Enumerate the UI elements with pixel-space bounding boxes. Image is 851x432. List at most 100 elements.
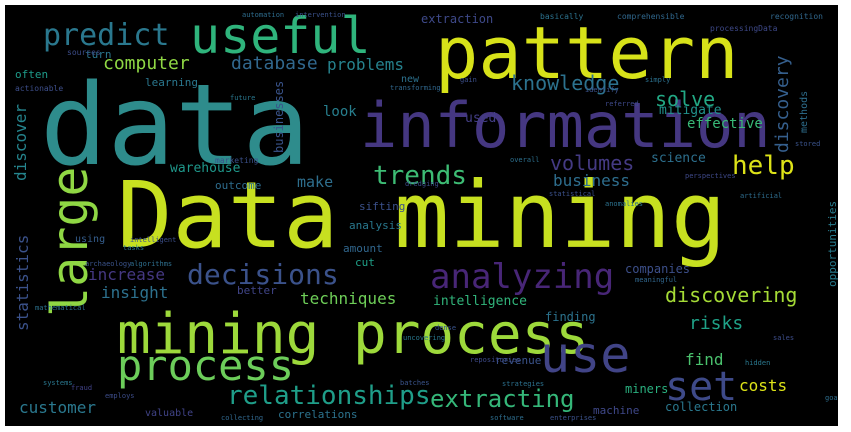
word: strategies: [502, 380, 545, 388]
word: referred: [605, 100, 639, 108]
word: finding: [545, 310, 596, 324]
word: basically: [540, 12, 584, 21]
word: methods: [799, 90, 810, 133]
word: database: [231, 53, 318, 74]
word: revenue: [495, 354, 542, 367]
word: mathematical: [35, 304, 86, 312]
word: extraction: [421, 12, 494, 26]
word: dredging: [405, 180, 439, 188]
word: systems: [43, 379, 73, 387]
word: enterprises: [550, 414, 597, 422]
word: increase: [88, 265, 166, 284]
word: intervention: [295, 11, 346, 19]
word: collecting: [221, 414, 264, 422]
word: pattern: [435, 11, 739, 95]
word: collection: [665, 400, 738, 414]
word: volumes: [550, 151, 635, 175]
word: effective: [687, 116, 763, 132]
word: hidden: [745, 359, 771, 367]
word: turn: [85, 48, 112, 61]
word: meaningful: [635, 276, 678, 284]
word: mining process: [117, 302, 590, 367]
word: often: [15, 68, 49, 81]
word: make: [297, 173, 334, 191]
word: better: [237, 284, 277, 297]
word: archaeology: [85, 260, 132, 268]
word: comprehensible: [617, 12, 685, 21]
word: recognition: [770, 12, 823, 21]
word: perspectives: [685, 172, 736, 180]
word: look: [323, 104, 357, 120]
word: actionable: [15, 84, 64, 93]
word: algorithms: [130, 260, 173, 268]
word: used: [465, 111, 497, 126]
word: learning: [145, 76, 198, 89]
word: science: [651, 151, 706, 166]
word: problems: [327, 55, 405, 74]
word: identify: [585, 86, 619, 94]
word: data: [40, 61, 310, 191]
word: discover: [11, 103, 30, 181]
word: overall: [510, 156, 540, 164]
word: extracting: [430, 385, 575, 413]
word: statistics: [13, 234, 32, 331]
word-cloud: data Data mining pattern information min…: [5, 5, 838, 426]
word: businesses: [272, 80, 286, 153]
word: find: [685, 350, 724, 369]
word: predict: [43, 18, 170, 53]
word: future: [230, 94, 256, 102]
word: anomalies: [605, 200, 643, 208]
word: marketing: [215, 156, 259, 165]
word: techniques: [300, 289, 397, 308]
word: solve: [655, 87, 716, 111]
word: useful: [190, 7, 371, 65]
word: relationships: [227, 381, 431, 411]
word: using: [75, 234, 106, 245]
word: cut: [355, 256, 375, 269]
word: computer: [103, 53, 190, 74]
word: companies: [625, 262, 691, 276]
word: new: [401, 74, 420, 85]
word: insight: [101, 283, 169, 302]
word: analysis: [349, 219, 402, 232]
word: sales: [773, 334, 795, 342]
word: gain: [460, 76, 477, 84]
word: goal: [825, 394, 838, 402]
word: miners: [625, 382, 669, 396]
word: business: [553, 171, 631, 190]
word: uncovering: [403, 334, 446, 342]
word: valuable: [145, 408, 194, 419]
word: automation: [242, 11, 285, 19]
word: sources: [67, 48, 101, 57]
word: batches: [400, 379, 430, 387]
word: set: [665, 364, 738, 410]
word: repositories: [470, 356, 521, 364]
word: outcome: [215, 179, 262, 192]
word: amount: [343, 242, 383, 255]
word: simply: [645, 76, 671, 84]
word: risks: [689, 313, 744, 334]
word: software: [490, 414, 524, 422]
word: analyzing: [430, 257, 615, 297]
word: costs: [739, 376, 788, 395]
word: sifting: [359, 200, 406, 213]
word: employs: [105, 392, 135, 400]
word: tasks: [123, 244, 145, 252]
word: knowledge: [511, 71, 620, 95]
word: help: [732, 151, 795, 181]
word: dense: [435, 324, 457, 332]
word: machine: [593, 404, 640, 417]
word: stored: [795, 140, 821, 148]
word: opportunities: [826, 200, 838, 287]
word: information: [360, 89, 771, 162]
word: decisions: [187, 258, 339, 291]
word: transforming: [390, 84, 441, 92]
word: statistical: [549, 190, 596, 198]
word: trends: [373, 161, 467, 191]
word: correlations: [278, 408, 358, 421]
word: discovering: [665, 283, 798, 307]
word: mitigate: [659, 103, 722, 118]
word: Data mining: [117, 162, 727, 269]
word: customer: [19, 398, 97, 417]
word: intelligent: [130, 236, 177, 244]
